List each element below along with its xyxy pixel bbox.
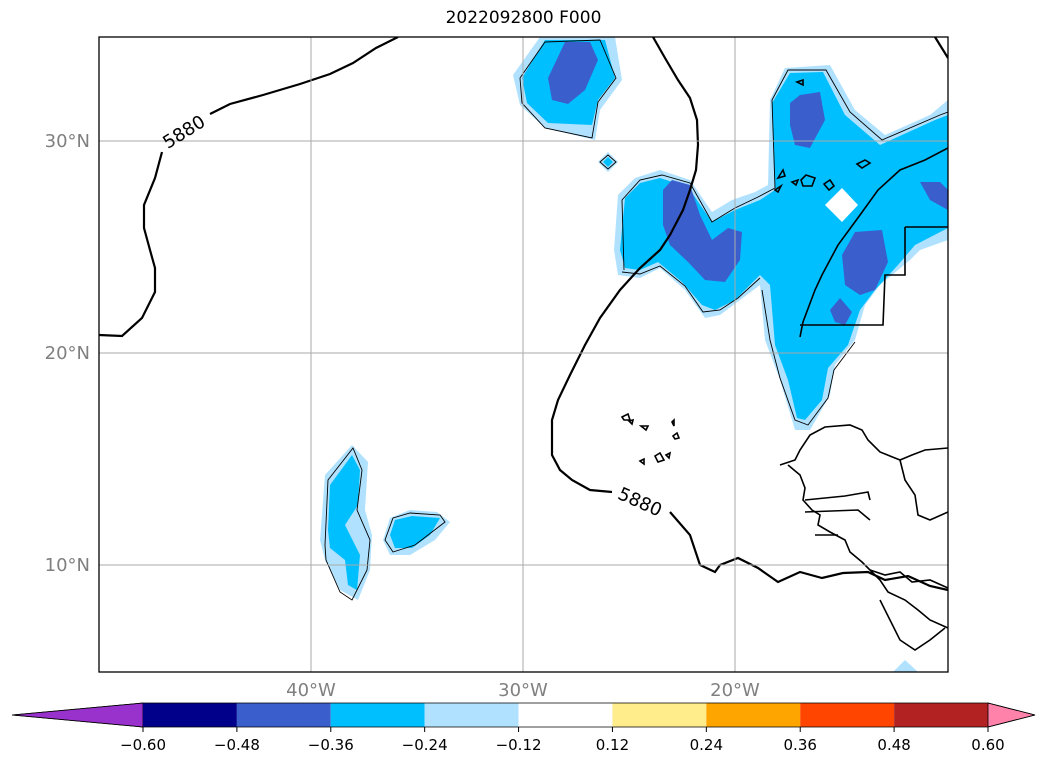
- shade-region: [663, 180, 742, 282]
- gridlines: [99, 37, 948, 672]
- colorbar-box: [518, 703, 613, 727]
- colorbar-tick-label: 0.24: [689, 736, 724, 754]
- colorbar-box: [706, 703, 801, 727]
- colorbar-extend-low: [11, 702, 144, 728]
- lat-label-30n: 30°N: [44, 131, 90, 152]
- shade-region: [920, 182, 948, 210]
- colorbar-tick-label: 0.48: [877, 736, 911, 754]
- colorbar-outline: [11, 702, 1036, 728]
- colorbar-box: [236, 703, 331, 727]
- map-frame: [98, 36, 949, 673]
- lat-label-20n: 20°N: [44, 343, 90, 364]
- shade-region: [328, 455, 360, 590]
- lon-label-30w: 30°W: [498, 680, 548, 701]
- colorbar-tick-label: 0.12: [595, 736, 630, 754]
- colorbar-tick-label: −0.36: [307, 736, 354, 754]
- colorbar-tick-label: −0.12: [495, 736, 542, 754]
- anomaly-shading: [320, 37, 948, 672]
- colorbar-box: [143, 703, 237, 727]
- shade-region: [390, 516, 440, 548]
- shade-region: [842, 230, 888, 295]
- contour-label: 5880: [159, 111, 209, 153]
- shade-region: [790, 92, 825, 148]
- map-title: 2022092800 F000: [445, 8, 602, 28]
- shade-region: [830, 298, 852, 325]
- lon-label-20w: 20°W: [710, 680, 760, 701]
- colorbar-box: [424, 703, 519, 727]
- shade-region: [893, 660, 918, 672]
- lat-label-10n: 10°N: [44, 555, 90, 576]
- colorbar-tick-label: −0.24: [401, 736, 448, 754]
- colorbar-extend-high: [987, 702, 1036, 728]
- colorbar-tick-label: 0.36: [783, 736, 817, 754]
- colorbar-box: [330, 703, 425, 727]
- contour-label: 5880: [615, 484, 665, 522]
- shade-region: [620, 72, 948, 420]
- colorbar-box: [800, 703, 895, 727]
- colorbar-tick-label: −0.60: [120, 736, 166, 754]
- shade-hole: [825, 188, 858, 222]
- lon-label-40w: 40°W: [286, 680, 336, 701]
- map-panel: 5880 5880: [98, 36, 949, 673]
- shade-region: [548, 42, 598, 104]
- shade-region: [603, 157, 613, 167]
- colorbar-box: [894, 703, 988, 727]
- colorbar-box: [612, 703, 707, 727]
- height-contour-5880: [99, 37, 948, 592]
- colorbar-tick-label: −0.48: [213, 736, 260, 754]
- colorbar-tick-label: 0.60: [971, 736, 1005, 754]
- coastline: [620, 78, 948, 651]
